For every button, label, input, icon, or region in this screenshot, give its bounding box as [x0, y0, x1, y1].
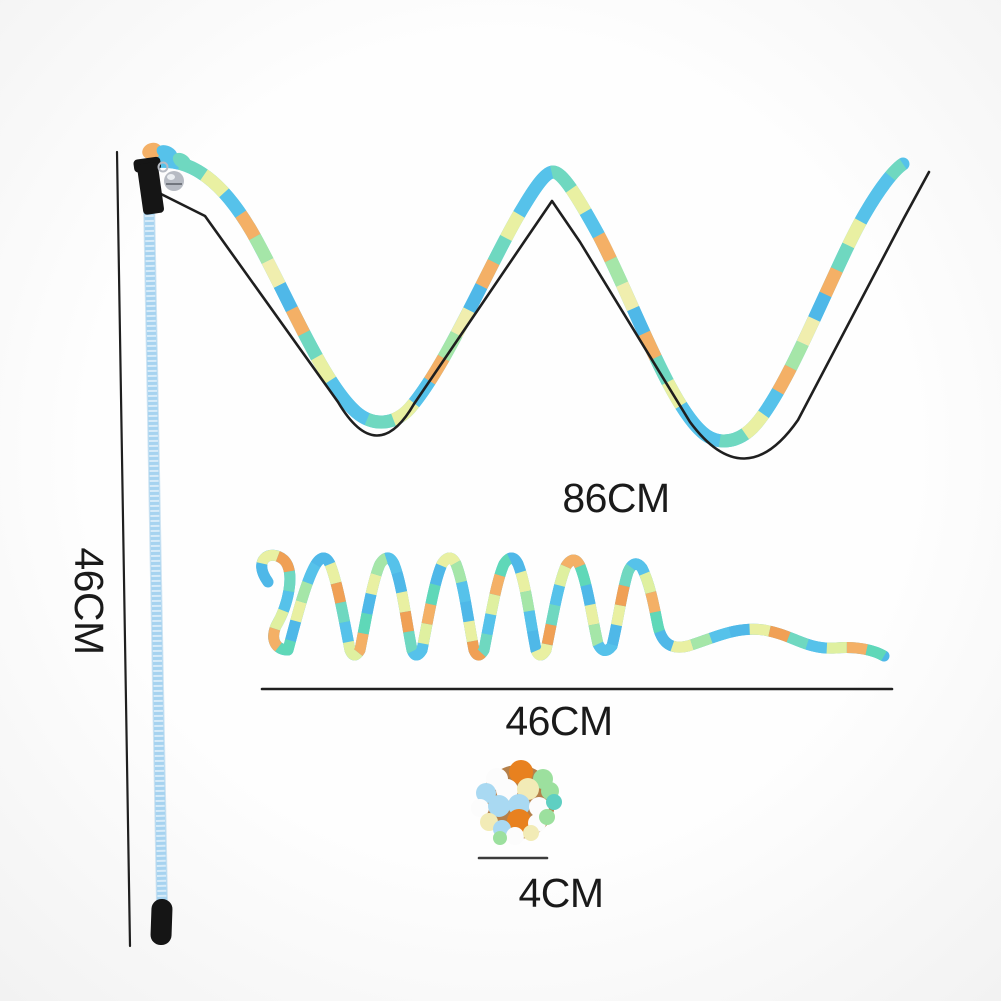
ribbon-knot [142, 142, 192, 170]
knot-teal-fold [172, 152, 192, 170]
wand-shaft-sparkle-texture [144, 199, 167, 904]
pompom [506, 827, 524, 845]
wand-length-label: 46CM [66, 547, 112, 654]
pompom [493, 831, 507, 845]
pompom [523, 825, 539, 841]
ribbon-stripe [152, 154, 907, 448]
ribbon-stripe [152, 154, 907, 448]
bell-highlight [167, 174, 175, 180]
pompom [507, 809, 531, 833]
knot-blue-fold [156, 145, 178, 161]
bell-body [164, 171, 184, 191]
ball-diameter-label: 4CM [518, 870, 603, 916]
ribbon-stripe [152, 154, 907, 448]
wand-bottom-cap [150, 899, 173, 946]
pompom [539, 809, 555, 825]
spring-stripe [256, 549, 887, 661]
pompom [471, 799, 489, 817]
teaser-wand [133, 142, 192, 946]
pompom [509, 760, 533, 784]
pompom [517, 778, 539, 800]
spring-length-label: 46CM [505, 698, 612, 744]
wand-measure-line [115, 150, 132, 948]
top-cap-body [137, 162, 164, 215]
spring-stripe [256, 549, 887, 661]
spring-stripe [256, 549, 887, 661]
pompom [546, 794, 562, 810]
ribbon-streamer [146, 154, 910, 448]
pompom [476, 783, 496, 803]
pompom-ball [471, 760, 562, 845]
pompom [488, 795, 510, 817]
bell-ring [157, 161, 169, 173]
wand-top-cap [133, 156, 164, 215]
ribbon-measure-line [155, 170, 931, 460]
spring-ribbon [256, 549, 890, 662]
bell [157, 161, 184, 191]
ribbon-length-label: 86CM [562, 475, 669, 521]
knot-orange-fold [142, 142, 162, 160]
